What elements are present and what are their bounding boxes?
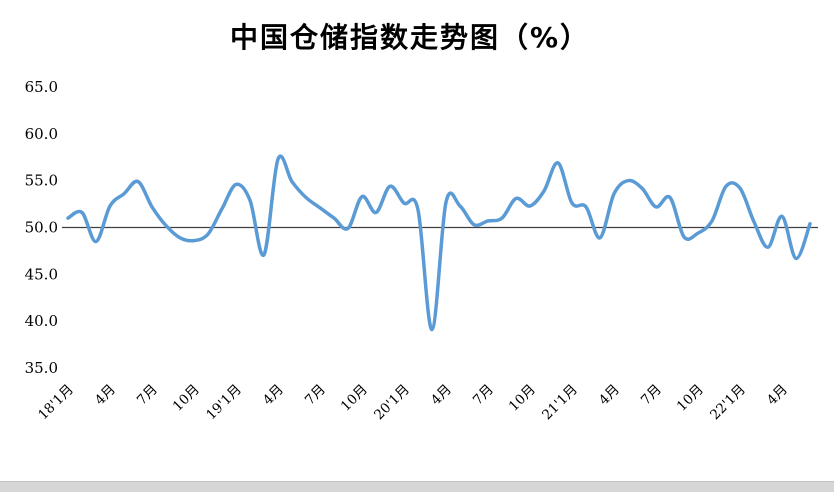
x-axis-label: 4月 bbox=[260, 382, 287, 409]
y-axis-label: 50.0 bbox=[25, 219, 58, 237]
y-axis-label: 55.0 bbox=[25, 172, 58, 190]
chart-title: 中国仓储指数走势图（%） bbox=[229, 21, 591, 54]
y-axis-label: 65.0 bbox=[25, 78, 58, 96]
y-axis-label: 35.0 bbox=[25, 359, 58, 377]
index-trend-line bbox=[66, 154, 812, 332]
line-chart: 65.0 60.0 55.0 50.0 45.0 40.0 35.0 18'1月 4月 7月 10月… bbox=[25, 78, 818, 424]
x-axis-label: 10月 bbox=[506, 382, 539, 415]
x-axis-label: 7月 bbox=[470, 382, 497, 409]
x-axis-label: 10月 bbox=[674, 382, 707, 415]
x-axis-label: 4月 bbox=[428, 382, 455, 409]
x-axis-label: 10月 bbox=[338, 382, 371, 415]
x-axis-label: 7月 bbox=[638, 382, 665, 409]
x-axis-label: 20'1月 bbox=[371, 382, 413, 424]
x-axis-label: 7月 bbox=[302, 382, 329, 409]
x-axis-label: 19'1月 bbox=[203, 382, 245, 424]
x-axis-label: 4月 bbox=[596, 382, 623, 409]
bottom-bar bbox=[0, 481, 834, 492]
x-axis-label: 4月 bbox=[764, 382, 791, 409]
y-axis-label: 45.0 bbox=[25, 265, 58, 283]
x-axis-label: 10月 bbox=[170, 382, 203, 415]
x-axis-label: 4月 bbox=[92, 382, 119, 409]
x-axis-label: 18'1月 bbox=[35, 382, 77, 424]
x-axis-label: 7月 bbox=[134, 382, 161, 409]
y-axis-label: 40.0 bbox=[25, 312, 58, 330]
y-axis-label: 60.0 bbox=[25, 125, 58, 143]
x-axis-label: 21'1月 bbox=[539, 382, 581, 424]
x-axis-label: 22'1月 bbox=[707, 382, 749, 424]
